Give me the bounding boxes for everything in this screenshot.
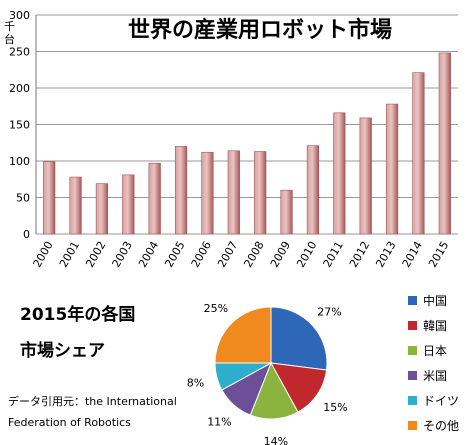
legend-label: 米国 (423, 369, 448, 383)
pie-slice-0 (270, 306, 328, 371)
x-tick-label: 2013 (373, 239, 398, 270)
credit-line2: Federation of Robotics (8, 416, 131, 429)
legend-item: 韓国 (408, 313, 459, 338)
legend-label: その他 (423, 419, 460, 433)
pie-slice-4 (214, 362, 272, 391)
pie-slice-1 (270, 362, 328, 413)
legend-label: 日本 (423, 344, 448, 358)
legend-swatch (408, 296, 417, 305)
bar-2005 (174, 146, 188, 235)
x-tick-label: 2006 (189, 239, 214, 270)
bar-2010 (306, 145, 320, 235)
legend-swatch (408, 421, 417, 430)
pie-value-label: 14% (264, 435, 288, 445)
bar-2006 (201, 151, 214, 235)
legend-label: ドイツ (423, 394, 460, 408)
legend-item: 日本 (408, 338, 459, 363)
y-tick-label: 100 (9, 155, 30, 168)
pie-value-label: 27% (317, 305, 341, 318)
legend-swatch (408, 346, 417, 355)
bar-2001 (69, 176, 82, 235)
pie-value-label: 11% (207, 416, 231, 429)
legend-swatch (408, 321, 417, 330)
x-tick-label: 2004 (136, 239, 161, 270)
x-tick-label: 2001 (57, 239, 82, 270)
pie-legend: 中国韓国日本米国ドイツその他 (408, 288, 459, 438)
x-tick-label: 2008 (242, 239, 267, 270)
y-tick-label: 200 (9, 82, 30, 95)
y-unit-bottom: 台 (4, 33, 15, 46)
x-tick-label: 2007 (215, 239, 240, 270)
pie-title-line2: 市場シェア (20, 341, 105, 361)
y-tick-label: 250 (9, 46, 30, 59)
y-tick-label: 150 (9, 119, 30, 132)
pie-value-label: 8% (187, 376, 204, 389)
x-tick-label: 2011 (321, 239, 346, 270)
bar-2000 (43, 161, 56, 235)
bar-2002 (95, 183, 109, 235)
legend-item: 中国 (408, 288, 459, 313)
pie-value-label: 25% (204, 302, 228, 315)
x-tick-label: 2009 (268, 239, 293, 270)
pie-value-label: 15% (323, 401, 347, 414)
y-axis-unit-label: 千 台 (4, 20, 15, 46)
x-tick-label: 2003 (110, 239, 135, 270)
legend-label: 中国 (423, 294, 448, 308)
y-tick-label: 0 (23, 228, 30, 241)
x-tick-label: 2005 (162, 239, 187, 270)
y-unit-top: 千 (4, 20, 15, 33)
pie-slice-3 (221, 361, 272, 416)
x-tick-label: 2014 (400, 239, 425, 270)
legend-swatch (408, 396, 417, 405)
legend-item: 米国 (408, 363, 459, 388)
legend-item: ドイツ (408, 388, 459, 413)
legend-swatch (408, 371, 417, 380)
bar-2009 (280, 189, 293, 235)
x-tick-label: 2000 (31, 239, 56, 270)
bar-2003 (122, 174, 135, 235)
pie-title-line1: 2015年の各国 (20, 305, 136, 325)
x-tick-label: 2015 (426, 239, 451, 270)
bar-2004 (148, 162, 161, 235)
bar-2012 (359, 117, 372, 235)
pie-slice-5 (214, 306, 272, 364)
pie-slice-2 (249, 361, 299, 420)
bar-2008 (254, 151, 267, 235)
bar-2011 (333, 112, 346, 235)
legend-item: その他 (408, 413, 459, 438)
legend-label: 韓国 (423, 319, 448, 333)
bar-2007 (227, 150, 240, 235)
bar-2015 (438, 52, 451, 235)
bar-2014 (412, 72, 425, 235)
y-tick-label: 50 (16, 192, 30, 205)
chart-title: 世界の産業用ロボット市場 (127, 18, 392, 43)
y-tick-label: 300 (9, 9, 30, 22)
bar-2013 (385, 103, 399, 235)
x-tick-label: 2002 (83, 239, 108, 270)
credit-line1: データ引用元：the International (8, 395, 177, 408)
x-tick-label: 2012 (347, 239, 372, 270)
x-tick-label: 2010 (294, 239, 319, 270)
